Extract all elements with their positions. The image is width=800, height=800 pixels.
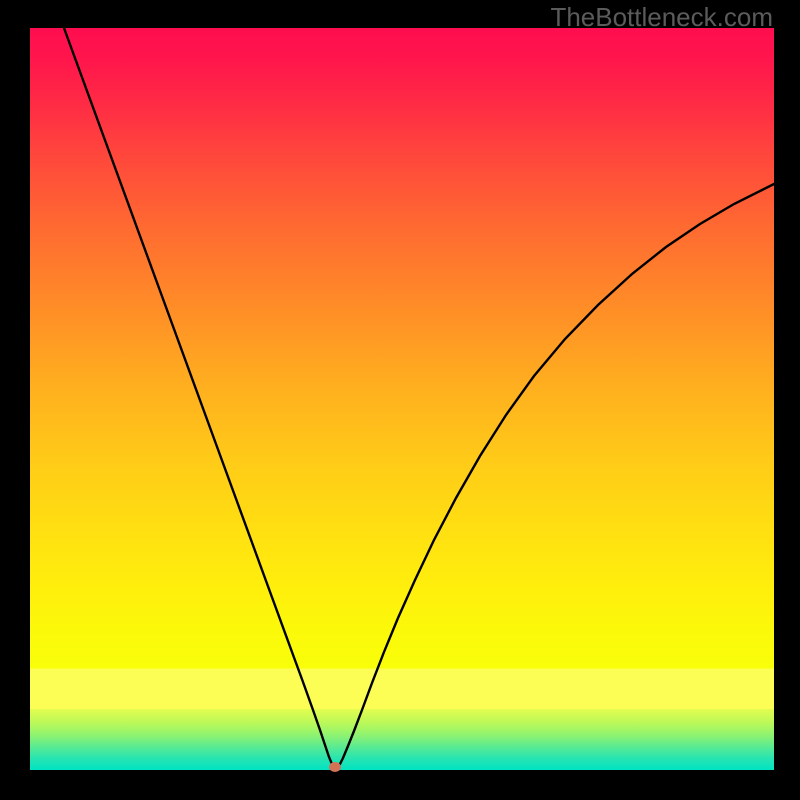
- watermark-text: TheBottleneck.com: [550, 2, 773, 33]
- optimum-marker: [329, 762, 341, 772]
- bottleneck-curve: [0, 0, 800, 800]
- chart-container: TheBottleneck.com: [0, 0, 800, 800]
- curve-right-branch: [337, 184, 774, 768]
- curve-left-branch: [64, 28, 334, 768]
